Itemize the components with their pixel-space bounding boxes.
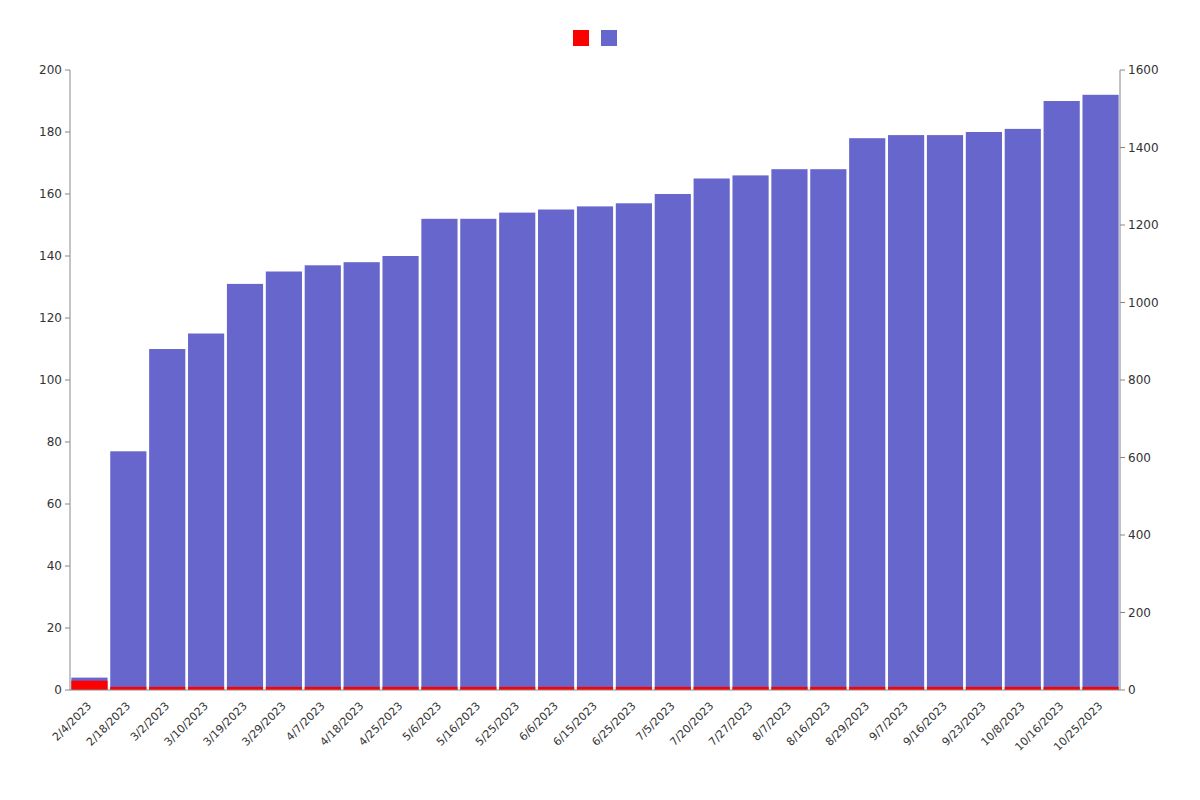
bar: [538, 210, 574, 691]
y2-axis: 0 200 400 600 800 1000 1200 1400 1600: [1120, 63, 1159, 697]
bar: [849, 138, 885, 690]
y2-tick-label: 800: [1128, 373, 1151, 387]
bar: [266, 272, 302, 691]
y2-tick-label: 1200: [1128, 218, 1159, 232]
bars: [71, 95, 1118, 690]
bar: [810, 169, 846, 690]
bar: [1005, 129, 1041, 690]
y2-tick: [1120, 690, 1125, 691]
legend-swatch: [601, 30, 617, 46]
y2-tick: [1120, 225, 1125, 226]
x-tick-label: 7/27/2023: [706, 700, 755, 749]
bar: [966, 132, 1002, 690]
bar: [927, 135, 963, 690]
y-tick: [65, 256, 70, 257]
y2-tick: [1120, 70, 1125, 71]
bar: [616, 203, 652, 690]
y-tick-label: 180: [39, 125, 62, 139]
y2-tick-label: 400: [1128, 528, 1151, 542]
y-tick-label: 160: [39, 187, 62, 201]
bar: [344, 262, 380, 690]
y2-tick: [1120, 612, 1125, 613]
y2-tick-label: 1600: [1128, 63, 1159, 77]
bar: [382, 256, 418, 690]
y-tick: [65, 566, 70, 567]
x-tick-label: 10/25/2023: [1051, 700, 1105, 754]
bar: [227, 284, 263, 690]
y-tick-label: 120: [39, 311, 62, 325]
legend: [573, 30, 617, 46]
bar: [188, 334, 224, 691]
y-tick: [65, 504, 70, 505]
x-axis: 2/4/20232/18/20233/2/20233/10/20233/19/2…: [50, 700, 1105, 754]
bar: [694, 179, 730, 691]
bar: [460, 219, 496, 690]
y-tick-label: 80: [47, 435, 62, 449]
y2-tick: [1120, 380, 1125, 381]
bar: [655, 194, 691, 690]
y-tick-label: 20: [47, 621, 62, 635]
y-tick-label: 40: [47, 559, 62, 573]
bar: [771, 169, 807, 690]
chart-container: 0 20 40 60 80 100 120 140 160 180 200 0 200 400 600 800…: [0, 0, 1200, 800]
y2-tick-label: 1000: [1128, 296, 1159, 310]
y-tick-label: 100: [39, 373, 62, 387]
y-tick-label: 60: [47, 497, 62, 511]
x-tick-label: 4/25/2023: [356, 700, 405, 749]
bar: [421, 219, 457, 690]
bar: [732, 175, 768, 690]
bar: [577, 206, 613, 690]
y2-tick-label: 600: [1128, 451, 1151, 465]
bar: [305, 265, 341, 690]
y2-tick: [1120, 302, 1125, 303]
y2-tick: [1120, 457, 1125, 458]
bar: [888, 135, 924, 690]
y-tick: [65, 442, 70, 443]
chart-svg: 0 20 40 60 80 100 120 140 160 180 200 0 200 400 600 800…: [0, 0, 1200, 800]
y-tick: [65, 194, 70, 195]
x-tick-label: 8/29/2023: [823, 700, 872, 749]
y2-tick: [1120, 147, 1125, 148]
y2-tick-label: 0: [1128, 683, 1136, 697]
y-tick: [65, 380, 70, 381]
y-tick: [65, 132, 70, 133]
bar: [71, 678, 107, 690]
y-tick: [65, 628, 70, 629]
x-tick-label: 3/29/2023: [240, 700, 289, 749]
y-tick-label: 140: [39, 249, 62, 263]
y-axis: 0 20 40 60 80 100 120 140 160 180 200: [39, 63, 70, 697]
y2-tick-label: 200: [1128, 606, 1151, 620]
x-tick-label: 6/25/2023: [590, 700, 639, 749]
x-tick-label: 2/18/2023: [84, 700, 133, 749]
bar: [110, 451, 146, 690]
bar: [1082, 95, 1118, 690]
bar: [71, 681, 107, 690]
bar: [1044, 101, 1080, 690]
y-tick-label: 200: [39, 63, 62, 77]
y-tick-label: 0: [54, 683, 62, 697]
y-tick: [65, 318, 70, 319]
y2-tick: [1120, 535, 1125, 536]
x-axis-line: [70, 690, 1120, 691]
bar: [499, 213, 535, 690]
y2-tick-label: 1400: [1128, 141, 1159, 155]
y-tick: [65, 70, 70, 71]
y-tick: [65, 690, 70, 691]
legend-swatch: [573, 30, 589, 46]
x-tick-label: 5/25/2023: [473, 700, 522, 749]
bar: [149, 349, 185, 690]
